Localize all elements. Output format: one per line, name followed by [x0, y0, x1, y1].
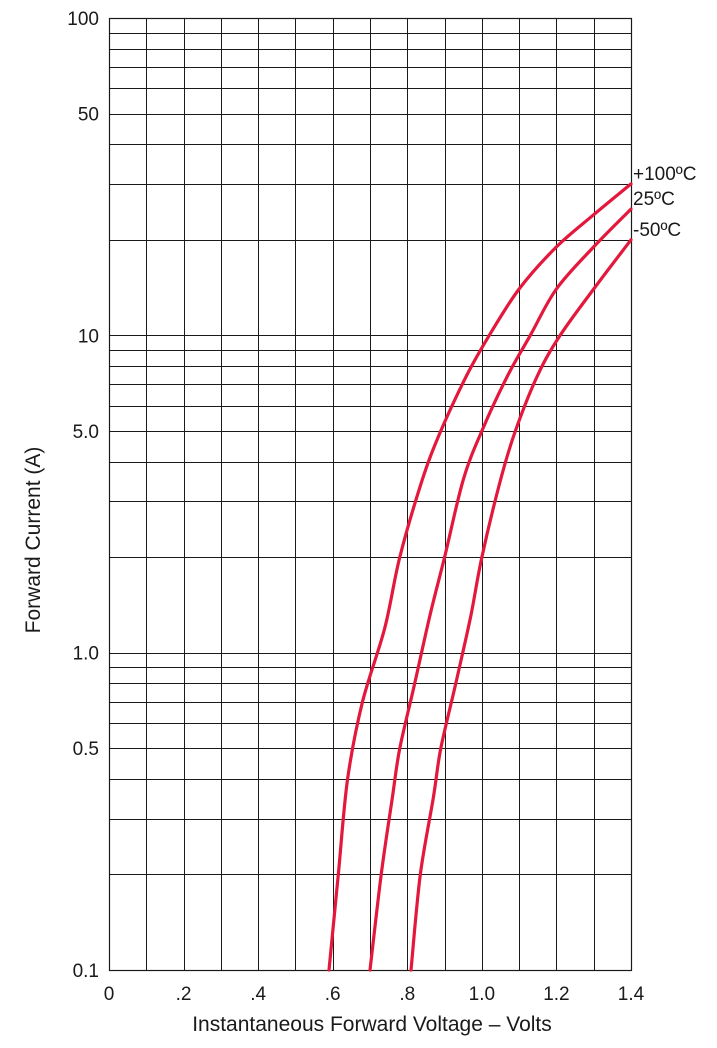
- x-tick-label: 1.4: [618, 984, 645, 1005]
- series-label: 25ºC: [633, 189, 675, 210]
- series-line: [409, 238, 633, 972]
- x-tick-label: 0: [104, 984, 115, 1005]
- x-tick-label: .2: [176, 984, 192, 1005]
- x-tick-label: .4: [250, 984, 266, 1005]
- y-tick-label: 1.0: [73, 644, 99, 665]
- x-tick-label: 1.0: [469, 984, 495, 1005]
- x-tick-label: .6: [325, 984, 341, 1005]
- y-tick-label: 10: [78, 326, 99, 347]
- y-axis-label: Forward Current (A): [22, 447, 45, 634]
- y-tick-label: 0.5: [73, 739, 99, 760]
- series-label: -50ºC: [633, 220, 681, 241]
- series-line: [327, 182, 633, 972]
- label-layer: 0 .2 .4 .6 .8 1.0 1.2 1.4 0.1 0.5 1.0 5.0 10 50 100 +10…: [67, 9, 696, 1005]
- y-tick-label: 100: [67, 9, 99, 30]
- series-line: [368, 207, 633, 972]
- y-tick-label: 0.1: [73, 961, 99, 982]
- series-label: +100ºC: [633, 164, 696, 185]
- series-layer: [327, 182, 633, 972]
- grid-layer: [108, 17, 633, 972]
- y-tick-label: 50: [78, 105, 99, 126]
- x-tick-label: .8: [399, 984, 415, 1005]
- y-tick-label: 5.0: [73, 422, 99, 443]
- x-tick-label: 1.2: [543, 984, 569, 1005]
- x-axis-label: Instantaneous Forward Voltage – Volts: [192, 1013, 552, 1036]
